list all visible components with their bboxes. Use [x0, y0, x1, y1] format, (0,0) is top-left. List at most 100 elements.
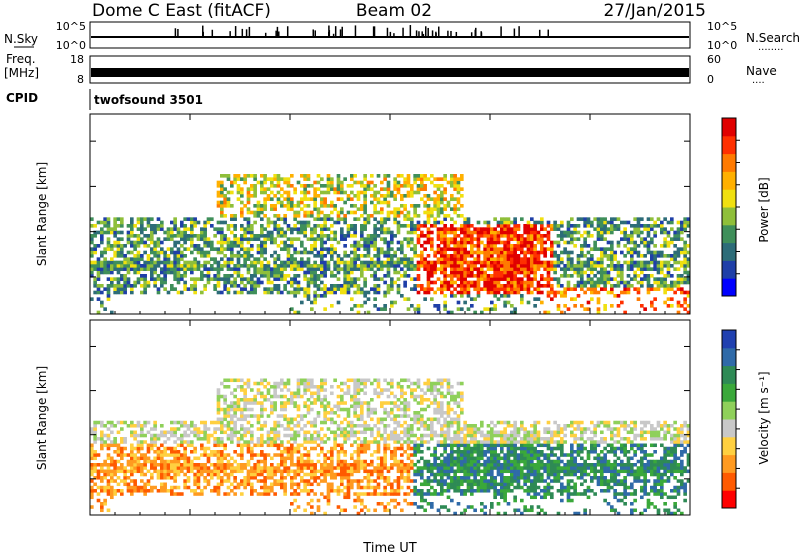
rti-cell: [303, 214, 307, 218]
rti-cell: [126, 237, 131, 241]
rti-cell: [200, 469, 204, 474]
rti-cell: [233, 469, 237, 474]
rti-cell: [433, 260, 437, 265]
rti-cell: [113, 424, 117, 428]
rti-cell: [516, 280, 521, 285]
rti-cell: [486, 274, 491, 278]
rti-cell: [386, 200, 391, 205]
rti-cell: [633, 277, 637, 281]
rti-cell: [260, 187, 264, 191]
rti-cell: [183, 485, 187, 490]
rti-cell: [300, 417, 304, 422]
rti-cell: [313, 247, 317, 251]
rti-cell: [470, 297, 474, 301]
rti-cell: [323, 224, 327, 228]
rti-cell: [266, 194, 271, 198]
rti-cell: [166, 234, 171, 238]
rti-cell: [120, 287, 124, 291]
rti-cell: [643, 277, 647, 281]
rti-cell: [136, 217, 141, 221]
rti-cell: [483, 274, 487, 278]
rti-cell: [456, 180, 461, 185]
rti-cell: [246, 290, 251, 295]
rti-cell: [203, 469, 207, 474]
rti-cell: [313, 237, 317, 241]
rti-cell: [403, 284, 407, 288]
rti-cell: [353, 505, 357, 509]
rti-cell: [600, 234, 604, 238]
rti-cell: [506, 290, 511, 295]
rti-cell: [263, 264, 267, 268]
rti-cell: [526, 237, 531, 241]
rti-cell: [386, 287, 391, 291]
rti-cell: [166, 270, 171, 275]
rti-cell: [170, 453, 174, 457]
rti-cell: [423, 210, 427, 215]
rti-cell: [330, 391, 334, 396]
rti-cell: [383, 466, 387, 470]
rti-cell: [303, 463, 307, 467]
rti-cell: [386, 174, 391, 178]
rti-cell: [606, 257, 611, 261]
rti-cell: [316, 459, 321, 464]
rti-cell: [440, 250, 444, 255]
rti-cell: [403, 280, 407, 285]
rti-cell: [290, 264, 294, 268]
rti-cell: [576, 274, 581, 278]
rti-cell: [350, 277, 354, 281]
rti-cell: [313, 401, 317, 405]
rti-cell: [533, 264, 537, 268]
rti-cell: [450, 197, 454, 201]
rti-cell: [180, 440, 184, 444]
rti-cell: [293, 257, 297, 261]
rti-cell: [183, 234, 187, 238]
rti-cell: [600, 260, 604, 265]
rti-cell: [443, 197, 447, 201]
rti-cell: [433, 217, 437, 221]
rti-cell: [133, 244, 137, 248]
rti-cell: [173, 250, 177, 255]
nsky-label: N.Sky: [4, 32, 38, 46]
rti-cell: [440, 200, 444, 205]
rti-cell: [496, 220, 501, 225]
rti-cell: [236, 407, 241, 412]
rti-cell: [156, 277, 161, 281]
rti-cell: [443, 237, 447, 241]
rti-cell: [283, 214, 287, 218]
rti-cell: [433, 190, 437, 195]
rti-cell: [216, 220, 221, 225]
rti-cell: [140, 472, 144, 477]
rti-cell: [96, 244, 101, 248]
rti-cell: [210, 267, 214, 271]
rti-cell: [316, 267, 321, 271]
rti-cell: [626, 287, 631, 291]
rti-cell: [120, 224, 124, 228]
rti-cell: [320, 492, 324, 496]
rti-cell: [263, 287, 267, 291]
rti-cell: [476, 244, 481, 248]
rti-cell: [360, 204, 364, 208]
rti-cell: [323, 260, 327, 265]
rti-cell: [666, 267, 671, 271]
rti-cell: [383, 304, 387, 308]
rti-cell: [296, 284, 301, 288]
rti-cell: [133, 456, 137, 461]
rti-cell: [330, 459, 334, 464]
rti-cell: [493, 250, 497, 255]
rti-cell: [163, 482, 167, 487]
rti-cell: [96, 310, 101, 315]
rti-cell: [436, 234, 441, 238]
rti-cell: [423, 224, 427, 228]
rti-cell: [276, 424, 281, 428]
rti-cell: [166, 230, 171, 235]
rti-cell: [656, 287, 661, 291]
rti-cell: [363, 237, 367, 241]
rti-cell: [356, 401, 361, 405]
rti-cell: [366, 267, 371, 271]
rti-cell: [183, 224, 187, 228]
rti-cell: [160, 453, 164, 457]
rti-cell: [256, 257, 261, 261]
rti-cell: [176, 456, 181, 461]
rti-cell: [456, 244, 461, 248]
rti-cell: [233, 450, 237, 454]
